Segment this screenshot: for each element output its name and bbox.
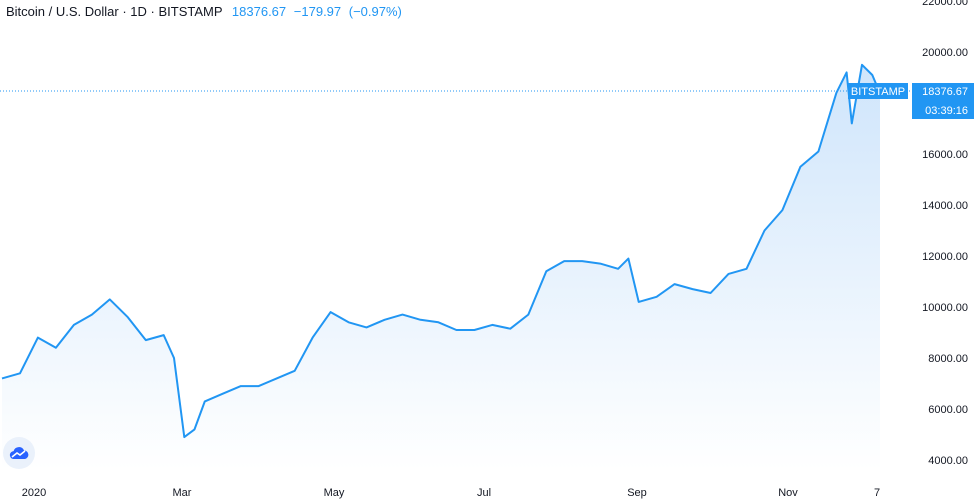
symbol-title: Bitcoin / U.S. Dollar bbox=[6, 4, 119, 19]
exchange-badge bbox=[848, 83, 908, 99]
time-axis[interactable]: 2020 Mar May Jul Sep Nov 7 bbox=[22, 487, 880, 499]
series-line bbox=[1, 63, 881, 439]
x-tick-label: Nov bbox=[778, 487, 798, 499]
last-price: 18376.67 bbox=[231, 4, 287, 19]
price-change-percent: (−0.97%) bbox=[348, 4, 402, 19]
price-axis[interactable]: 4000.00 6000.00 8000.00 10000.00 12000.00 140… bbox=[922, 0, 968, 467]
y-tick-label: 12000.00 bbox=[922, 251, 968, 263]
x-tick-label: Mar bbox=[173, 487, 192, 499]
cloud-icon bbox=[9, 447, 29, 459]
last-price-badge-value: 18376.67 bbox=[922, 86, 968, 98]
chart-legend: Bitcoin / U.S. Dollar · 1D · BITSTAMP 18… bbox=[6, 4, 402, 19]
y-tick-label: 16000.00 bbox=[922, 149, 968, 161]
exchange-badge-label: BITSTAMP bbox=[851, 86, 905, 98]
y-tick-label: 8000.00 bbox=[928, 353, 968, 365]
interval-label: 1D bbox=[130, 4, 147, 19]
y-tick-label: 10000.00 bbox=[922, 302, 968, 314]
last-price-badge bbox=[912, 83, 974, 119]
tradingview-logo-icon[interactable] bbox=[3, 437, 35, 469]
x-tick-label: 7 bbox=[874, 487, 880, 499]
price-change: −179.97 bbox=[293, 4, 342, 19]
y-tick-label: 6000.00 bbox=[928, 404, 968, 416]
y-tick-label: 4000.00 bbox=[928, 455, 968, 467]
x-tick-label: Sep bbox=[627, 487, 647, 499]
x-tick-label: May bbox=[324, 487, 345, 499]
y-tick-label: 20000.00 bbox=[922, 47, 968, 59]
bar-countdown: 03:39:16 bbox=[925, 105, 968, 117]
x-tick-label: Jul bbox=[477, 487, 491, 499]
y-tick-label: 14000.00 bbox=[922, 200, 968, 212]
exchange-label: BITSTAMP bbox=[158, 4, 223, 19]
y-tick-label: 22000.00 bbox=[922, 0, 968, 8]
series-area bbox=[2, 64, 880, 471]
x-tick-label: 2020 bbox=[22, 487, 46, 499]
